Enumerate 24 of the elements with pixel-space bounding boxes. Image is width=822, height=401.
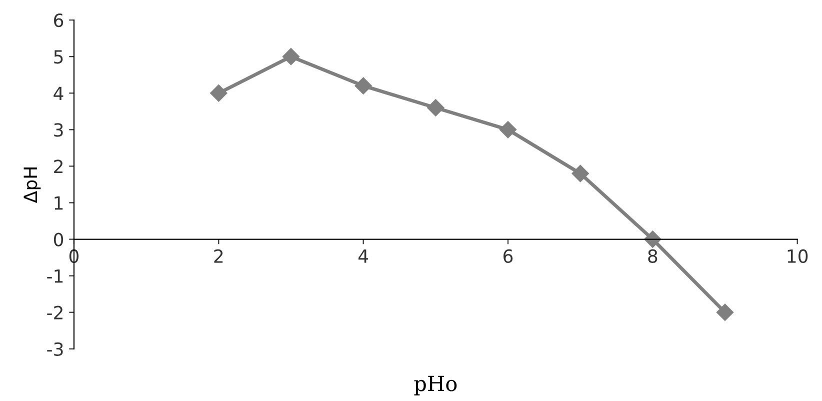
y-tick-label: -1 — [47, 269, 63, 283]
x-tick-label: 6 — [504, 249, 513, 263]
y-tick-label: 5 — [54, 50, 63, 64]
point — [716, 304, 734, 321]
x-axis-title: pHo — [414, 376, 457, 396]
point — [572, 164, 589, 182]
y-tick-label: 4 — [54, 86, 64, 100]
y-tick-label: -3 — [47, 342, 63, 356]
y-tick-label: 6 — [54, 14, 64, 28]
x-tick-label: 4 — [358, 250, 368, 263]
x-tick-label: 2 — [214, 249, 223, 263]
y-axis-title: ΔpH — [24, 168, 41, 204]
y-tick-label: 2 — [54, 160, 62, 174]
x-tick-label: 8 — [648, 249, 658, 263]
y-tick-label: -2 — [47, 306, 62, 320]
y-tick-label: 3 — [54, 123, 63, 137]
point — [210, 84, 228, 102]
point — [427, 99, 444, 116]
y-tick-label: 0 — [54, 232, 64, 246]
y-tick-label: 1 — [54, 196, 63, 210]
x-tick-label: 10 — [788, 249, 808, 263]
point — [499, 121, 517, 138]
point — [354, 77, 372, 94]
point — [282, 48, 300, 66]
